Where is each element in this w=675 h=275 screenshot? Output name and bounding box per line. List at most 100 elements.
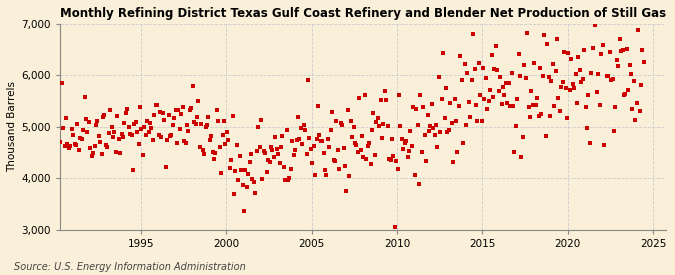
Point (442, 130, 453, 134)
Point (432, 145, 443, 149)
Point (533, 114, 544, 119)
Point (499, 92, 510, 97)
Point (392, 166, 403, 171)
Point (398, 147, 409, 151)
Point (52, 139, 63, 143)
Point (404, 148, 414, 153)
Point (317, 139, 327, 143)
Point (277, 133, 288, 138)
Point (136, 127, 147, 131)
Point (360, 92, 371, 97)
Point (622, 47, 632, 51)
Point (238, 209, 249, 214)
Point (337, 123, 348, 127)
Point (156, 135, 167, 139)
Point (451, 119, 462, 123)
Point (374, 124, 385, 128)
Point (115, 151, 126, 155)
Point (101, 143, 111, 147)
Point (283, 177, 294, 182)
Point (516, 155, 527, 159)
Point (240, 167, 251, 172)
Point (583, 93, 594, 97)
Point (63, 145, 74, 150)
Point (459, 62, 470, 66)
Point (438, 51, 449, 56)
Point (287, 139, 298, 144)
Point (378, 122, 389, 126)
Point (220, 142, 231, 146)
Point (116, 131, 127, 136)
Point (149, 113, 160, 118)
Point (543, 75, 554, 79)
Point (257, 177, 268, 181)
Point (321, 172, 332, 177)
Point (129, 122, 140, 127)
Point (206, 134, 217, 139)
Point (171, 141, 182, 145)
Point (637, 47, 648, 52)
Y-axis label: Thousand Barrels: Thousand Barrels (7, 81, 17, 172)
Point (159, 118, 169, 122)
Point (221, 130, 232, 134)
Point (314, 133, 325, 137)
Point (553, 96, 564, 100)
Point (57, 81, 68, 85)
Point (242, 185, 252, 189)
Point (547, 62, 558, 66)
Point (491, 44, 502, 48)
Point (454, 104, 464, 108)
Point (341, 189, 352, 193)
Point (570, 72, 581, 76)
Point (365, 162, 376, 166)
Point (445, 101, 456, 105)
Point (597, 43, 608, 47)
Point (610, 105, 621, 109)
Point (414, 182, 425, 186)
Point (632, 27, 643, 32)
Point (456, 78, 467, 82)
Point (190, 122, 201, 126)
Point (155, 110, 165, 115)
Point (630, 117, 641, 122)
Point (616, 49, 626, 53)
Point (400, 141, 410, 145)
Point (305, 147, 316, 151)
Point (111, 150, 122, 154)
Point (130, 120, 141, 125)
Point (296, 126, 306, 130)
Point (605, 78, 616, 82)
Point (113, 137, 124, 141)
Point (139, 125, 150, 129)
Point (354, 96, 364, 100)
Point (559, 50, 570, 55)
Point (293, 115, 304, 120)
Point (636, 83, 647, 88)
Point (300, 128, 310, 133)
Point (591, 90, 602, 94)
Point (402, 154, 413, 159)
Point (230, 169, 241, 173)
Point (313, 104, 323, 108)
Point (103, 131, 114, 135)
Point (71, 142, 82, 147)
Point (170, 108, 181, 112)
Point (582, 126, 593, 131)
Point (244, 160, 255, 164)
Point (76, 137, 87, 141)
Point (537, 74, 548, 78)
Point (487, 95, 498, 99)
Point (361, 157, 372, 161)
Point (151, 103, 161, 108)
Point (323, 137, 333, 141)
Point (379, 89, 390, 93)
Point (197, 148, 208, 153)
Point (263, 158, 273, 163)
Point (334, 167, 345, 172)
Point (216, 171, 227, 175)
Point (180, 141, 191, 145)
Point (189, 119, 200, 124)
Point (224, 166, 235, 170)
Point (356, 134, 367, 138)
Point (53, 140, 64, 144)
